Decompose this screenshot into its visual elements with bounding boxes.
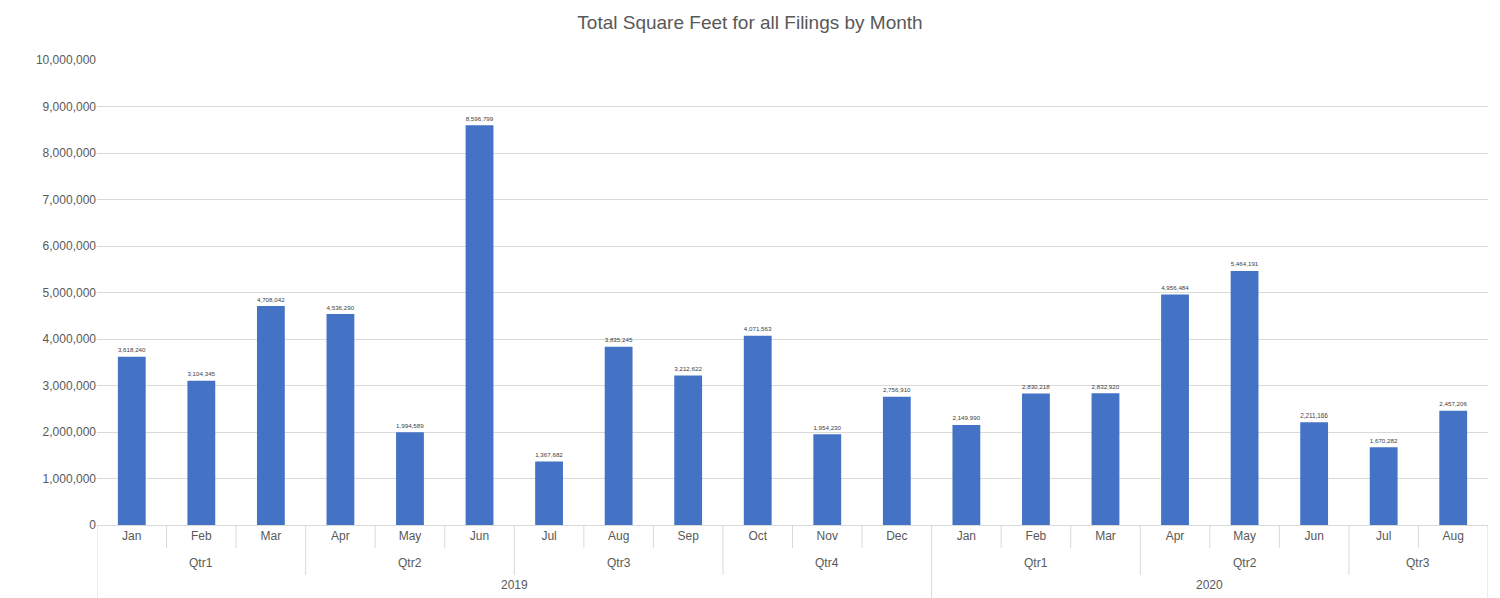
svg-text:8,000,000: 8,000,000 [43, 146, 97, 160]
svg-text:3,212,622: 3,212,622 [674, 365, 702, 372]
svg-text:Jun: Jun [1304, 529, 1323, 543]
svg-text:5,464,191: 5,464,191 [1231, 260, 1259, 267]
svg-text:7,000,000: 7,000,000 [43, 193, 97, 207]
svg-text:Sep: Sep [677, 529, 699, 543]
svg-text:4,708,042: 4,708,042 [257, 296, 285, 303]
svg-text:Jan: Jan [122, 529, 141, 543]
svg-text:Aug: Aug [1443, 529, 1464, 543]
svg-text:Nov: Nov [817, 529, 838, 543]
svg-text:0: 0 [89, 518, 96, 532]
svg-text:Dec: Dec [886, 529, 907, 543]
svg-text:3,835,245: 3,835,245 [605, 336, 633, 343]
svg-text:Jul: Jul [1376, 529, 1391, 543]
svg-text:Qtr2: Qtr2 [398, 556, 422, 570]
svg-text:3,618,240: 3,618,240 [118, 346, 146, 353]
svg-text:5,000,000: 5,000,000 [43, 286, 97, 300]
svg-text:Oct: Oct [748, 529, 767, 543]
svg-text:Qtr1: Qtr1 [1024, 556, 1048, 570]
svg-text:2,000,000: 2,000,000 [43, 425, 97, 439]
svg-text:Qtr3: Qtr3 [1406, 556, 1430, 570]
svg-text:2,149,990: 2,149,990 [952, 414, 980, 421]
svg-text:2,832,920: 2,832,920 [1092, 383, 1120, 390]
svg-text:Jun: Jun [470, 529, 489, 543]
svg-text:Total Square Feet for all Fili: Total Square Feet for all Filings by Mon… [577, 12, 922, 33]
svg-text:2019: 2019 [501, 578, 528, 592]
svg-text:4,000,000: 4,000,000 [43, 332, 97, 346]
svg-text:May: May [1233, 529, 1256, 543]
svg-text:Qtr4: Qtr4 [815, 556, 839, 570]
svg-text:2,830,218: 2,830,218 [1022, 383, 1050, 390]
svg-text:Mar: Mar [1095, 529, 1116, 543]
svg-text:4,536,290: 4,536,290 [327, 304, 355, 311]
svg-text:Jan: Jan [957, 529, 976, 543]
svg-text:Apr: Apr [331, 529, 350, 543]
svg-text:4,071,563: 4,071,563 [744, 325, 772, 332]
svg-text:6,000,000: 6,000,000 [43, 239, 97, 253]
svg-text:2,211,166: 2,211,166 [1300, 412, 1328, 419]
svg-text:Jul: Jul [541, 529, 556, 543]
svg-text:8,596,799: 8,596,799 [466, 115, 494, 122]
svg-text:Qtr3: Qtr3 [607, 556, 631, 570]
svg-text:Feb: Feb [1026, 529, 1047, 543]
svg-text:4,956,484: 4,956,484 [1161, 284, 1189, 291]
svg-text:Feb: Feb [191, 529, 212, 543]
svg-text:1,954,230: 1,954,230 [813, 424, 841, 431]
svg-text:1,000,000: 1,000,000 [43, 472, 97, 486]
svg-text:2020: 2020 [1196, 578, 1223, 592]
svg-text:May: May [399, 529, 422, 543]
svg-text:3,000,000: 3,000,000 [43, 379, 97, 393]
svg-text:1,367,682: 1,367,682 [535, 451, 563, 458]
svg-text:3,104,345: 3,104,345 [187, 370, 215, 377]
svg-text:Qtr2: Qtr2 [1233, 556, 1257, 570]
svg-text:9,000,000: 9,000,000 [43, 100, 97, 114]
svg-text:Qtr1: Qtr1 [189, 556, 213, 570]
svg-text:Aug: Aug [608, 529, 629, 543]
svg-text:Apr: Apr [1166, 529, 1185, 543]
svg-text:1,670,282: 1,670,282 [1370, 437, 1398, 444]
svg-text:2,756,910: 2,756,910 [883, 386, 911, 393]
svg-text:Mar: Mar [261, 529, 282, 543]
svg-text:2,457,206: 2,457,206 [1439, 400, 1467, 407]
svg-text:10,000,000: 10,000,000 [36, 53, 96, 67]
svg-text:1,994,589: 1,994,589 [396, 422, 424, 429]
